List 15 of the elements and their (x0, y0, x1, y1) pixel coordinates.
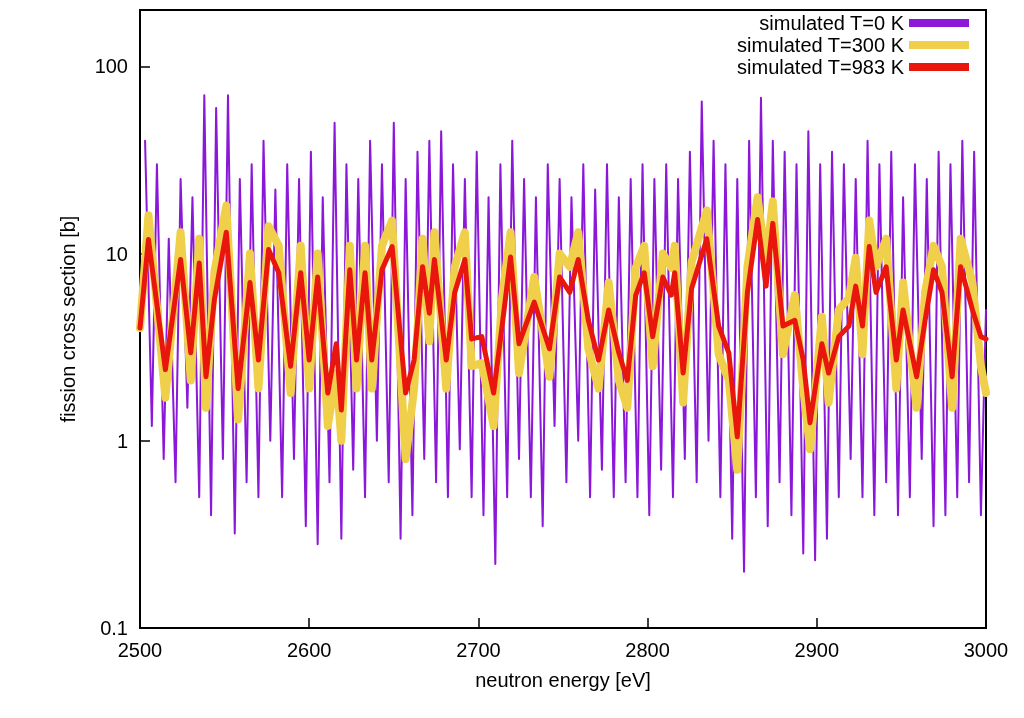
y-tick-label: 10 (105, 242, 128, 265)
x-tick-label: 3000 (963, 639, 1009, 661)
legend-label: simulated T=0 K (759, 12, 905, 34)
x-axis-title: neutron energy [eV] (475, 669, 651, 691)
x-tick-label: 2900 (794, 639, 840, 661)
x-tick-label: 2500 (117, 639, 163, 661)
x-tick-label: 2600 (286, 639, 332, 661)
x-tick-label: 2800 (625, 639, 670, 661)
y-tick-label: 0.1 (100, 617, 128, 639)
y-tick-label: 100 (94, 55, 128, 78)
y-tick-label: 1 (116, 429, 128, 452)
y-axis-title: fission cross section [b] (57, 215, 79, 423)
x-tick-label: 2700 (456, 639, 501, 661)
legend-label: simulated T=983 K (737, 56, 905, 78)
legend-label: simulated T=300 K (737, 34, 905, 56)
